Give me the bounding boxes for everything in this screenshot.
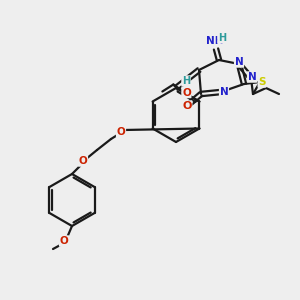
Text: O: O xyxy=(60,236,68,246)
Text: NH: NH xyxy=(206,36,224,46)
Text: O: O xyxy=(182,88,191,98)
Text: O: O xyxy=(117,127,125,137)
Text: O: O xyxy=(182,101,192,111)
Text: S: S xyxy=(258,77,266,87)
Text: H: H xyxy=(218,33,226,43)
Text: O: O xyxy=(79,156,87,166)
Text: N: N xyxy=(220,87,228,97)
Text: N: N xyxy=(248,72,256,82)
Text: H: H xyxy=(182,76,190,86)
Text: N: N xyxy=(235,57,243,67)
